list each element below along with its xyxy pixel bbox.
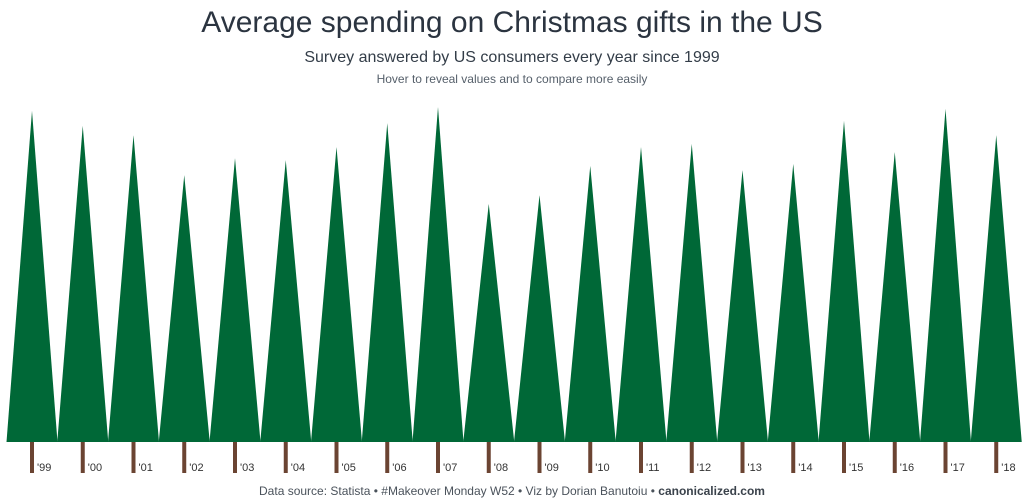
tree-15[interactable] xyxy=(767,163,819,442)
tree-3[interactable] xyxy=(158,175,210,443)
tree-trunk xyxy=(182,442,187,473)
tree-17[interactable] xyxy=(869,152,921,442)
chart-title: Average spending on Christmas gifts in t… xyxy=(201,6,823,39)
hover-hint: Hover to reveal values and to compare mo… xyxy=(376,72,648,86)
tree-trunk xyxy=(233,442,237,473)
tree-trunk xyxy=(740,442,745,473)
year-label: '09 xyxy=(545,462,559,474)
tree-trunk xyxy=(994,442,999,473)
tree-9[interactable] xyxy=(463,203,515,442)
year-label: '10 xyxy=(595,462,609,474)
tree-16[interactable] xyxy=(818,120,870,442)
tree-trunk xyxy=(131,442,136,473)
tree-12[interactable] xyxy=(615,147,667,442)
year-label: '06 xyxy=(392,462,406,474)
year-label: '12 xyxy=(697,462,711,474)
tree-4[interactable] xyxy=(209,158,261,442)
tree-trunk xyxy=(385,442,390,473)
tree-trunk xyxy=(842,442,846,473)
year-label: '05 xyxy=(342,462,356,474)
tree-trunk xyxy=(80,442,85,473)
year-label: '13 xyxy=(748,462,762,474)
tree-trunk xyxy=(892,442,897,473)
tree-11[interactable] xyxy=(564,165,616,442)
year-label: '11 xyxy=(646,462,660,474)
year-label: '04 xyxy=(291,462,305,474)
year-label: '15 xyxy=(849,462,863,474)
tree-trunk xyxy=(334,442,339,473)
tree-trunk xyxy=(791,442,796,473)
tree-trunk xyxy=(436,442,440,473)
tree-trunk xyxy=(639,442,643,473)
year-label: '16 xyxy=(900,462,914,474)
tree-14[interactable] xyxy=(717,170,768,443)
tree-trunk xyxy=(588,442,593,473)
tree-0[interactable] xyxy=(6,110,58,442)
year-label: '07 xyxy=(443,462,457,474)
tree-13[interactable] xyxy=(666,143,718,442)
year-label: '08 xyxy=(494,462,508,474)
year-label: '03 xyxy=(240,462,254,474)
tree-trunk xyxy=(537,442,542,473)
tree-8[interactable] xyxy=(412,107,464,442)
year-label: '17 xyxy=(951,462,965,474)
year-label: '14 xyxy=(798,462,812,474)
footer-brand-link[interactable]: canonicalized.com xyxy=(658,484,765,498)
chart-subtitle: Survey answered by US consumers every ye… xyxy=(304,49,720,66)
tree-trunk xyxy=(486,442,491,473)
tree-18[interactable] xyxy=(920,108,971,442)
footer-credits: Data source: Statista • #Makeover Monday… xyxy=(0,484,1024,498)
tree-5[interactable] xyxy=(260,160,312,443)
year-label: '99 xyxy=(37,462,51,474)
tree-trunk xyxy=(943,442,948,473)
tree-19[interactable] xyxy=(970,135,1022,443)
tree-2[interactable] xyxy=(108,135,159,443)
year-label: '00 xyxy=(88,462,102,474)
year-label: '18 xyxy=(1001,462,1015,474)
tree-trunk xyxy=(689,442,694,473)
tree-1[interactable] xyxy=(57,125,109,442)
tree-trunk xyxy=(30,442,34,473)
tree-7[interactable] xyxy=(361,123,413,443)
tree-10[interactable] xyxy=(514,195,565,442)
year-label: '02 xyxy=(189,462,203,474)
tree-trunk xyxy=(283,442,288,473)
footer-text: Data source: Statista • #Makeover Monday… xyxy=(259,484,659,498)
year-label: '01 xyxy=(139,462,153,474)
tree-6[interactable] xyxy=(311,147,362,442)
